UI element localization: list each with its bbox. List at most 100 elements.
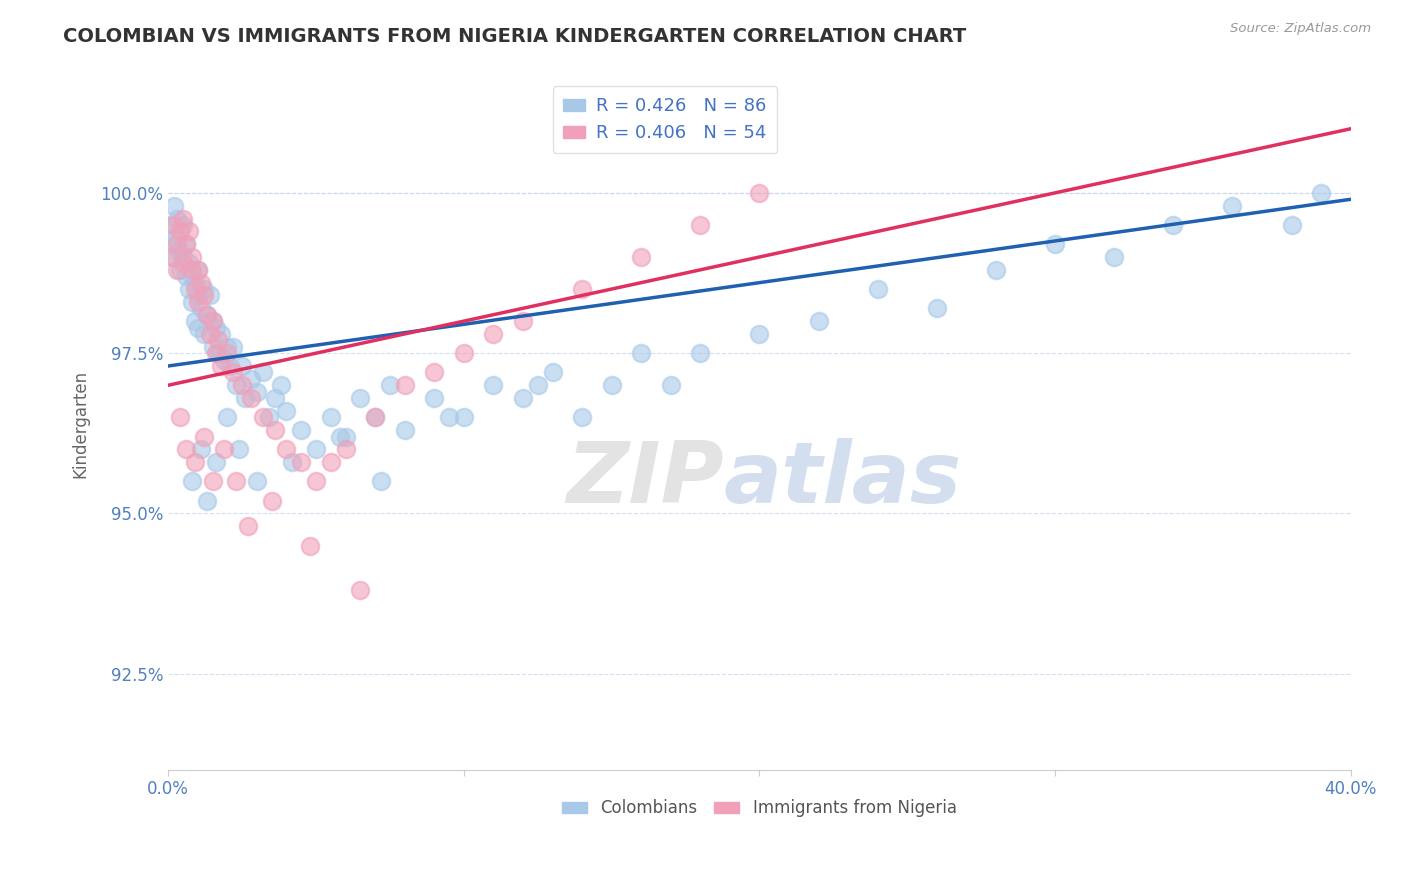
Point xyxy=(160,250,183,264)
Point xyxy=(204,455,226,469)
Point xyxy=(423,391,446,405)
Point xyxy=(260,493,283,508)
Point xyxy=(166,211,188,226)
Point xyxy=(225,475,247,489)
Point xyxy=(163,199,186,213)
Point xyxy=(600,378,623,392)
Point xyxy=(378,378,401,392)
Point xyxy=(370,475,392,489)
Point xyxy=(198,326,221,341)
Point xyxy=(190,442,212,457)
Point xyxy=(204,320,226,334)
Point xyxy=(276,442,298,457)
Point xyxy=(512,391,534,405)
Point xyxy=(233,391,256,405)
Point xyxy=(201,340,224,354)
Point xyxy=(1043,237,1066,252)
Point xyxy=(165,231,187,245)
Point xyxy=(174,269,197,284)
Point xyxy=(305,475,328,489)
Point xyxy=(807,314,830,328)
Point xyxy=(423,366,446,380)
Point xyxy=(526,378,548,392)
Point xyxy=(257,410,280,425)
Point xyxy=(689,346,711,360)
Point xyxy=(180,269,202,284)
Point xyxy=(193,326,215,341)
Point xyxy=(209,359,232,373)
Point xyxy=(184,276,207,290)
Point xyxy=(166,262,188,277)
Point xyxy=(319,455,342,469)
Point xyxy=(172,218,194,232)
Point xyxy=(252,366,274,380)
Point xyxy=(219,359,242,373)
Point xyxy=(571,410,593,425)
Text: ZIP: ZIP xyxy=(567,438,724,521)
Point xyxy=(1222,199,1244,213)
Point xyxy=(231,378,253,392)
Point xyxy=(160,218,183,232)
Point xyxy=(180,262,202,277)
Point xyxy=(335,442,357,457)
Point xyxy=(437,410,460,425)
Point xyxy=(335,429,357,443)
Point xyxy=(1310,186,1333,200)
Point xyxy=(748,326,770,341)
Point xyxy=(184,282,207,296)
Text: COLOMBIAN VS IMMIGRANTS FROM NIGERIA KINDERGARTEN CORRELATION CHART: COLOMBIAN VS IMMIGRANTS FROM NIGERIA KIN… xyxy=(63,27,966,45)
Point xyxy=(748,186,770,200)
Point xyxy=(299,539,322,553)
Point xyxy=(169,262,191,277)
Point xyxy=(984,262,1007,277)
Point xyxy=(290,423,312,437)
Point xyxy=(252,410,274,425)
Point xyxy=(195,493,218,508)
Point xyxy=(201,314,224,328)
Point xyxy=(482,326,505,341)
Point xyxy=(214,442,236,457)
Legend: Colombians, Immigrants from Nigeria: Colombians, Immigrants from Nigeria xyxy=(555,793,963,824)
Point xyxy=(349,583,371,598)
Point xyxy=(180,294,202,309)
Point xyxy=(177,282,200,296)
Point xyxy=(172,211,194,226)
Point xyxy=(187,262,209,277)
Point xyxy=(866,282,889,296)
Point xyxy=(659,378,682,392)
Point xyxy=(240,391,263,405)
Point xyxy=(166,237,188,252)
Point xyxy=(689,218,711,232)
Point xyxy=(246,384,269,399)
Point xyxy=(198,288,221,302)
Point xyxy=(217,340,239,354)
Point xyxy=(453,410,475,425)
Text: atlas: atlas xyxy=(724,438,962,521)
Point xyxy=(180,475,202,489)
Point xyxy=(512,314,534,328)
Point xyxy=(177,256,200,270)
Point xyxy=(270,378,292,392)
Point xyxy=(222,366,245,380)
Point xyxy=(207,334,229,348)
Point xyxy=(394,423,416,437)
Point xyxy=(329,429,352,443)
Point xyxy=(180,250,202,264)
Point xyxy=(281,455,304,469)
Point xyxy=(174,442,197,457)
Point xyxy=(162,237,184,252)
Point xyxy=(1281,218,1303,232)
Point xyxy=(453,346,475,360)
Point xyxy=(364,410,387,425)
Point xyxy=(290,455,312,469)
Point xyxy=(169,224,191,238)
Point xyxy=(349,391,371,405)
Point xyxy=(630,346,652,360)
Point xyxy=(217,346,239,360)
Point xyxy=(236,519,259,533)
Point xyxy=(187,320,209,334)
Point xyxy=(204,346,226,360)
Point xyxy=(193,288,215,302)
Point xyxy=(187,294,209,309)
Point xyxy=(174,237,197,252)
